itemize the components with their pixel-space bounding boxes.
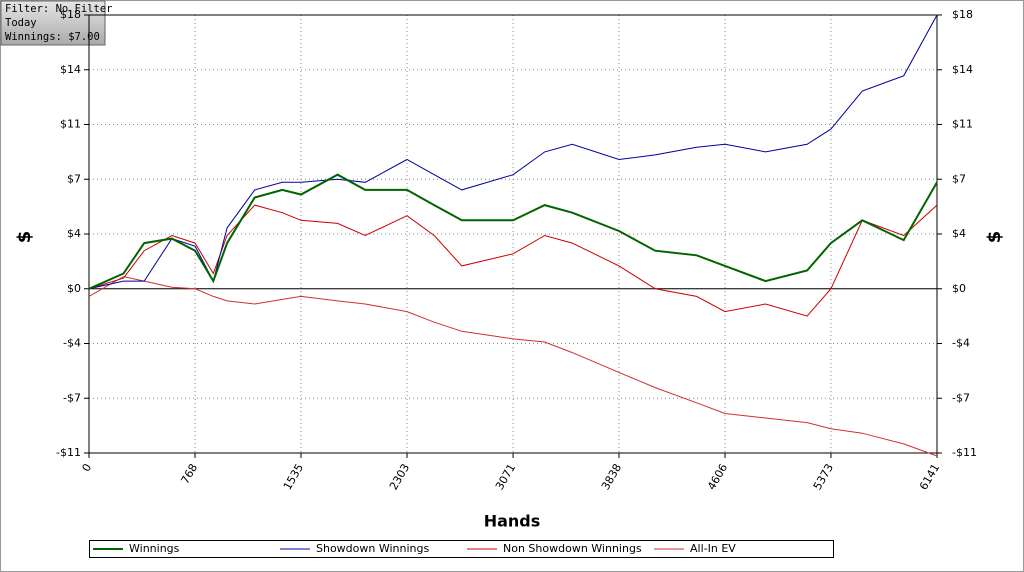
y2-tick-label: $11	[952, 118, 973, 131]
y-tick-label: $0	[67, 282, 81, 295]
y2-axis-label: $	[984, 231, 1005, 244]
y2-tick-label: -$7	[952, 391, 970, 404]
y-tick-label: -$11	[56, 446, 81, 459]
legend-label: Winnings	[129, 542, 180, 555]
filter-panel	[0, 0, 106, 46]
filter-box: Filter: No Filter Today Winnings: $7.00	[0, 0, 112, 46]
legend-label: Non Showdown Winnings	[503, 542, 642, 555]
legend-label: Showdown Winnings	[316, 542, 430, 555]
series-line	[88, 204, 938, 317]
y-axis-label: $	[14, 231, 35, 244]
y2-tick-label: $0	[952, 282, 966, 295]
y-tick-label: $7	[67, 172, 81, 185]
y-tick-label: $11	[60, 118, 81, 131]
x-axis-label: Hands	[484, 512, 541, 531]
legend	[89, 540, 834, 558]
y-tick-label: $18	[60, 8, 81, 21]
y-tick-label: -$4	[63, 337, 81, 350]
legend-label: All-In EV	[690, 542, 736, 555]
y2-tick-label: $4	[952, 227, 966, 240]
series-line	[88, 173, 938, 290]
series-line	[88, 14, 938, 290]
y-tick-label: $4	[67, 227, 81, 240]
y2-tick-label: $14	[952, 63, 973, 76]
y2-tick-label: -$4	[952, 337, 970, 350]
y2-tick-label: $18	[952, 8, 973, 21]
y2-tick-label: $7	[952, 172, 966, 185]
y-tick-label: -$7	[63, 391, 81, 404]
filter-line: Winnings: $7.00	[5, 31, 100, 43]
plot-border	[88, 14, 938, 454]
y-tick-label: $14	[60, 63, 81, 76]
y2-tick-label: -$11	[952, 446, 977, 459]
filter-line: Filter: No Filter	[5, 3, 112, 15]
series-line	[88, 276, 938, 457]
filter-line: Today	[5, 17, 37, 29]
